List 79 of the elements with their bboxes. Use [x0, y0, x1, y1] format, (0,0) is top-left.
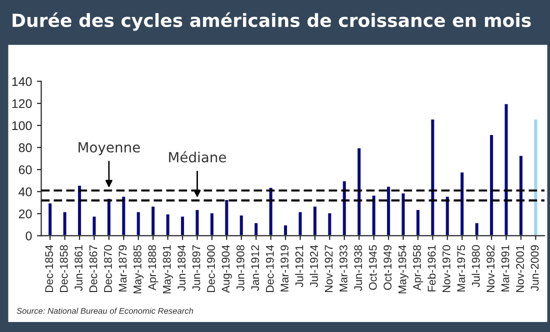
bar — [518, 154, 524, 236]
bar — [532, 118, 539, 236]
bar — [474, 222, 480, 236]
bar — [135, 210, 142, 236]
x-tick-label: Jul-1980 — [472, 245, 480, 288]
x-tick-label: May-1954 — [398, 245, 408, 294]
x-tick-label: Aug-1904 — [222, 245, 232, 293]
x-tick-label: Feb-1961 — [427, 245, 436, 292]
x-tick-label: Jun-1861 — [74, 245, 82, 291]
x-tick-label: Jun-1897 — [192, 245, 200, 291]
x-tick-label: Dec-1914 — [266, 245, 274, 292]
x-tick-label: Mar-1975 — [457, 245, 466, 292]
x-tick-label: Mar-1879 — [118, 245, 127, 292]
y-tick-label: 0 — [26, 232, 32, 240]
x-tick-label: Dec-1854 — [45, 245, 54, 292]
x-tick-label: Nov-1970 — [442, 245, 450, 292]
bar — [224, 198, 230, 236]
x-tick-label: Nov-1982 — [486, 245, 495, 292]
bar — [386, 185, 392, 236]
bar — [341, 180, 348, 236]
x-tick-label: Nov-2001 — [516, 245, 524, 292]
y-tick-label: 60 — [18, 165, 32, 174]
bar — [430, 118, 436, 236]
y-tick-label: 20 — [18, 209, 32, 218]
x-tick-label: May-1885 — [133, 245, 144, 294]
x-tick-label: Dec-1858 — [60, 245, 68, 292]
x-tick-label: Mar-1933 — [339, 245, 348, 292]
x-tick-label: Apr-1958 — [413, 245, 424, 290]
y-tick-label: 80 — [18, 143, 32, 152]
bar — [415, 208, 421, 236]
bar — [326, 212, 333, 236]
bar — [253, 222, 259, 236]
x-tick-label: Dec-1900 — [207, 245, 215, 292]
x-tick-label: Mar-1919 — [280, 245, 288, 292]
bar — [503, 102, 510, 236]
x-tick-label: Dec-1870 — [104, 245, 112, 292]
y-tick-label: 140 — [12, 77, 32, 86]
bar — [47, 202, 53, 236]
bar — [444, 195, 450, 236]
bar — [62, 210, 68, 236]
x-tick-label: Apr-1888 — [148, 245, 158, 290]
y-tick-label: 100 — [12, 121, 32, 130]
x-tick-label: May-1891 — [162, 245, 173, 294]
bar — [356, 146, 362, 236]
bar — [488, 134, 494, 236]
bar — [91, 215, 98, 236]
y-tick-label: 40 — [18, 187, 32, 196]
bar — [370, 194, 377, 236]
bar — [106, 198, 112, 236]
bar — [76, 184, 82, 236]
bar — [194, 208, 200, 236]
y-tick-label: 120 — [12, 99, 32, 108]
bar — [164, 212, 171, 236]
x-tick-label: Mar-1991 — [501, 245, 510, 292]
bar — [180, 215, 186, 236]
x-tick-label: Jun-1894 — [178, 245, 186, 291]
x-tick-label: Jul-1921 — [295, 245, 304, 288]
bar — [238, 214, 244, 236]
x-tick-label: Jun-1908 — [236, 245, 244, 291]
x-tick-label: Nov-1927 — [324, 245, 333, 292]
x-tick-label: Dec-1867 — [89, 245, 98, 292]
bar — [312, 205, 318, 236]
x-tick-label: Oct-1945 — [368, 245, 377, 290]
source-note: Source: National Bureau of Economic Research — [16, 308, 194, 314]
bar — [282, 224, 288, 236]
bar — [209, 212, 215, 236]
bar — [459, 171, 465, 236]
bar — [297, 210, 304, 236]
bar — [400, 192, 406, 236]
bar — [120, 195, 127, 236]
x-tick-label: Oct-1949 — [384, 245, 392, 290]
x-tick-label: Jun-1938 — [354, 245, 362, 291]
chart-title: Durée des cycles américains de croissance en mois — [12, 12, 531, 31]
annotation: Moyenne — [78, 142, 140, 156]
x-tick-label: Jan-1912 — [251, 245, 260, 291]
bar — [150, 205, 156, 236]
annotation: Médiane — [169, 151, 226, 162]
x-tick-label: Jun-2009 — [530, 245, 539, 291]
x-tick-label: Jul-1924 — [310, 245, 318, 288]
